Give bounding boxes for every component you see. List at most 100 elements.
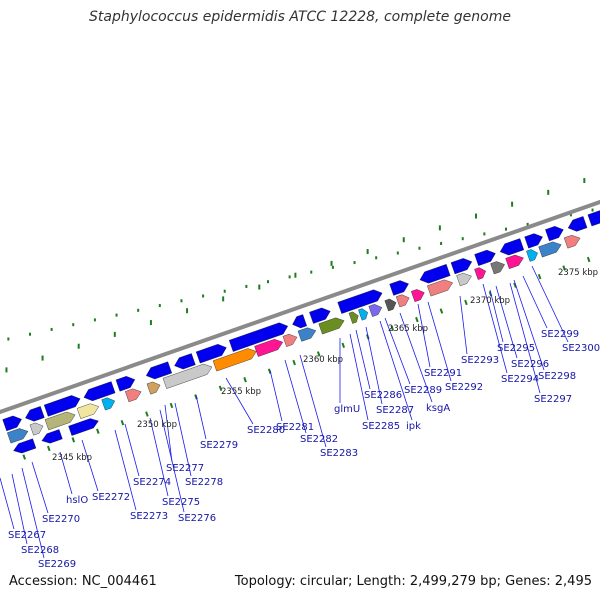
scale-tick (464, 299, 468, 306)
label-leader (174, 402, 192, 477)
gene-label: SE2278 (185, 477, 223, 488)
feature-block (526, 249, 538, 262)
label-leader (0, 477, 15, 530)
gene-label: SE2300 (562, 343, 600, 354)
feature-block (563, 235, 581, 249)
feature-block (282, 333, 298, 347)
kbp-label: 2365 kbp (388, 324, 428, 334)
label-leader (459, 295, 468, 355)
gene-label: SE2295 (497, 343, 535, 354)
topology-text: Topology: circular; Length: 2,499,279 bp… (234, 574, 592, 589)
label-leader (482, 283, 508, 374)
ring-dash (113, 331, 116, 337)
label-leader (399, 312, 433, 403)
ring-dot (137, 308, 140, 312)
feature-block (162, 363, 213, 389)
kbp-label: 2355 kbp (221, 387, 261, 397)
feature-block (212, 348, 257, 372)
gene-arrow (524, 233, 543, 249)
gene-labels: SE2267 SE2268 SE2269 SE2270 hslO SE2272SE2273… (8, 329, 600, 570)
label-leader (21, 467, 45, 559)
scale-tick (169, 402, 174, 409)
scale-tick (47, 445, 51, 452)
feature-block (538, 241, 562, 258)
gene-arrow (195, 344, 227, 364)
gene-label: SE2292 (445, 382, 483, 393)
ring-dot (288, 275, 291, 279)
ring-dot (396, 251, 399, 255)
kbp-label: 2350 kbp (137, 420, 177, 430)
ring-dot (375, 256, 378, 260)
backbone (0, 199, 600, 415)
gene-arrow (25, 406, 45, 422)
label-leader (513, 279, 545, 371)
accession-text: Accession: NC_004461 (9, 574, 157, 589)
scale-tick (586, 256, 591, 263)
gene-label: hslO (66, 495, 88, 506)
gene-label: SE2286 (364, 390, 402, 401)
gene-label: SE2287 (376, 405, 414, 416)
ring-dash (474, 213, 477, 219)
ring-dot (310, 270, 313, 274)
gene-arrow (174, 353, 196, 370)
gene-label: SE2276 (178, 513, 216, 524)
label-leader (417, 303, 431, 368)
feature-block (7, 428, 29, 444)
label-leader (114, 429, 137, 511)
ring-dash (5, 367, 8, 373)
kbp-label: 2345 kbp (52, 453, 92, 463)
ring-dot (266, 280, 269, 284)
ring-dot (93, 318, 96, 322)
ring-dash (222, 296, 225, 302)
gene-label: SE2277 (166, 463, 204, 474)
gene-arrow (419, 264, 451, 284)
gene-arrow-reverse (13, 438, 37, 454)
backbone-line (0, 199, 600, 415)
label-leader (509, 282, 541, 394)
feature-block (384, 298, 397, 312)
gene-arrow (587, 210, 600, 227)
ring-dot (504, 227, 507, 231)
scale-tick (218, 385, 223, 391)
ring-dash (366, 249, 369, 255)
label-leader (489, 289, 504, 343)
feature-block (254, 339, 284, 357)
colored-feature-track (7, 235, 581, 444)
gene-label: SE2282 (300, 434, 338, 445)
gene-label: SE2298 (538, 371, 576, 382)
label-leader (195, 394, 207, 440)
label-leader (299, 354, 327, 448)
ring-dot (353, 261, 356, 265)
label-leader (225, 377, 254, 425)
label-leader (11, 473, 28, 545)
gene-label: SE2275 (162, 497, 200, 508)
gene-arrow (567, 216, 588, 232)
scale-tick (22, 454, 27, 460)
gene-label: SE2289 (404, 385, 442, 396)
feature-block (318, 317, 345, 335)
feature-block (76, 403, 100, 419)
gene-label: SE2294 (501, 374, 539, 385)
feature-block (146, 381, 161, 395)
ring-dot (569, 213, 572, 217)
label-leader (531, 265, 569, 343)
gene-label: SE2280 (247, 425, 285, 436)
gene-label: ipk (406, 421, 421, 432)
ring-dot (440, 241, 443, 245)
ring-dot (483, 232, 486, 236)
ring-dot (461, 237, 464, 241)
gene-arrow (309, 307, 331, 324)
feature-block (410, 289, 425, 303)
gene-arrow (2, 415, 22, 432)
ring-dot (7, 337, 10, 341)
ring-dot (223, 289, 226, 293)
feature-block (490, 261, 505, 275)
kbp-labels: 2345 kbp 2350 kbp 2355 kbp 2360 kbp 2365 kbp… (52, 268, 598, 463)
gene-arrow (228, 322, 289, 352)
gene-arrow-reverse (41, 429, 63, 444)
ring-dash (258, 284, 261, 290)
gene-arrow (450, 258, 473, 275)
scale-tick (341, 342, 346, 349)
gene-label: SE2291 (424, 368, 462, 379)
gene-arrow (474, 249, 496, 266)
